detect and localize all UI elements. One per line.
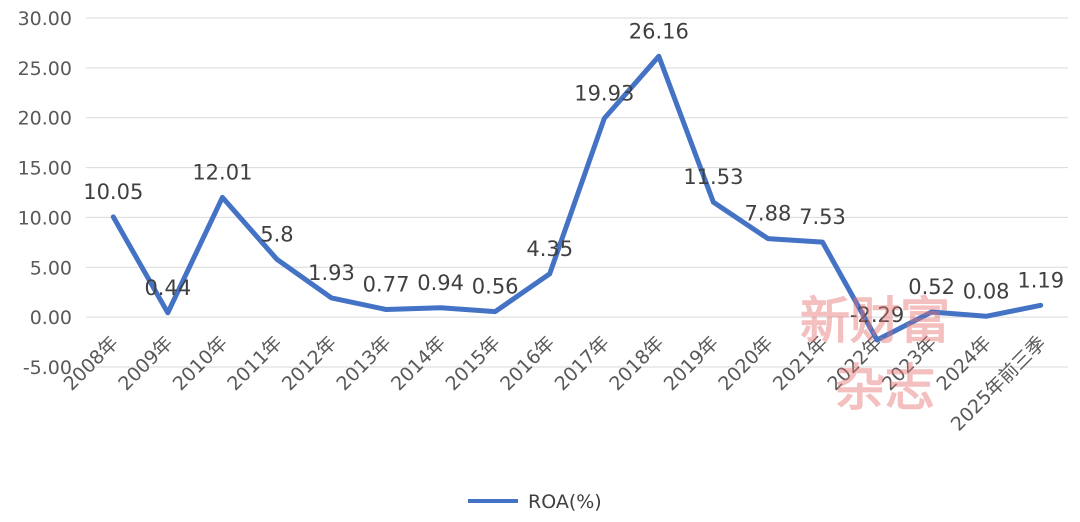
data-label: 7.53 [799, 205, 846, 229]
series-line [110, 53, 1044, 343]
data-label: 10.05 [83, 180, 143, 204]
data-label: 0.44 [144, 276, 191, 300]
data-label: 0.52 [908, 275, 955, 299]
data-label: 0.56 [472, 275, 519, 299]
y-tick-label: -5.00 [23, 357, 72, 379]
data-label: 12.01 [192, 160, 252, 184]
x-tick-label: 2025年前三季 [947, 332, 1050, 435]
data-label: 26.16 [629, 19, 689, 43]
watermark-line1: 新财富 [800, 291, 950, 350]
data-label: -2.29 [850, 303, 904, 327]
data-label: 7.88 [745, 202, 792, 226]
y-tick-label: 30.00 [18, 8, 72, 30]
data-labels: 10.05 0.44 12.01 5.8 1.93 0.77 0.94 0.56 4.35 19.… [83, 19, 1064, 327]
x-tick-label: 2018年 [605, 332, 668, 395]
x-tick-label: 2016年 [496, 332, 559, 395]
x-tick-label: 2012年 [278, 332, 341, 395]
data-label: 19.93 [574, 81, 634, 105]
y-tick-label: 10.00 [18, 207, 72, 229]
data-label: 0.77 [363, 272, 410, 296]
watermark-line2: 杂志 [835, 358, 935, 417]
x-tick-label: 2020年 [714, 332, 777, 395]
x-tick-label: 2014年 [387, 332, 450, 395]
x-tick-label: 2009年 [114, 332, 177, 395]
x-tick-label: 2013年 [332, 332, 395, 395]
data-label: 1.93 [308, 261, 355, 285]
data-label: 0.08 [963, 279, 1010, 303]
x-tick-label: 2015年 [442, 332, 505, 395]
y-tick-label: 15.00 [18, 158, 72, 180]
data-label: 11.53 [683, 165, 743, 189]
x-tick-label: 2019年 [660, 332, 723, 395]
y-tick-label: 5.00 [30, 257, 72, 279]
gridlines [86, 17, 1068, 368]
x-tick-label: 2010年 [169, 332, 232, 395]
data-label: 1.19 [1017, 268, 1064, 292]
legend-label: ROA(%) [528, 491, 602, 513]
y-tick-label: 25.00 [18, 58, 72, 80]
watermark: 新财富 杂志 [800, 291, 950, 417]
data-label: 5.8 [260, 222, 293, 246]
series-roa [110, 53, 1044, 343]
y-axis-ticks: -5.00 0.00 5.00 10.00 15.00 20.00 25.00 30.00 [18, 8, 72, 379]
legend: ROA(%) [468, 491, 602, 513]
data-label: 4.35 [526, 237, 573, 261]
x-tick-label: 2017年 [551, 332, 614, 395]
y-tick-label: 0.00 [30, 307, 72, 329]
y-tick-label: 20.00 [18, 108, 72, 130]
x-tick-label: 2011年 [223, 332, 286, 395]
data-label: 0.94 [417, 271, 464, 295]
